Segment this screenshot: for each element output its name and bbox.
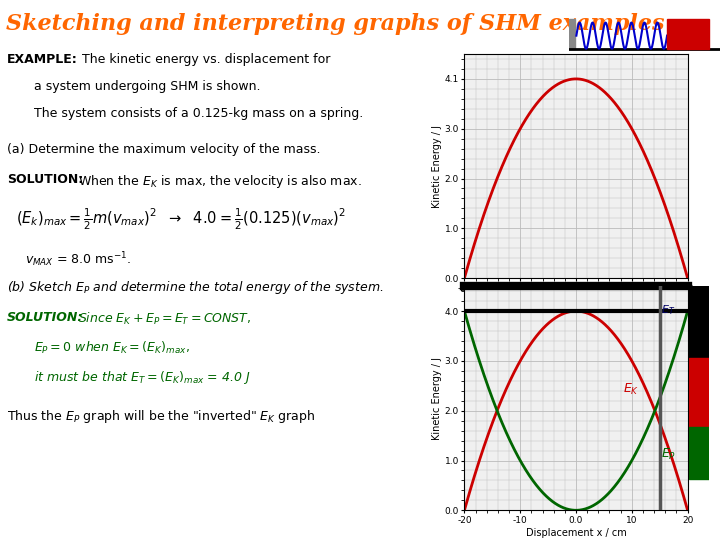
- Y-axis label: Kinetic Energy / J: Kinetic Energy / J: [432, 125, 441, 207]
- Text: When the $E_K$ is max, the velocity is also max.: When the $E_K$ is max, the velocity is a…: [78, 172, 361, 190]
- Text: $E_P$: $E_P$: [661, 447, 676, 462]
- Bar: [689, 358, 709, 427]
- Bar: [667, 19, 709, 49]
- X-axis label: Displacement x / cm: Displacement x / cm: [526, 295, 626, 306]
- Text: $E_T$: $E_T$: [661, 303, 675, 318]
- Text: The kinetic energy vs. displacement for: The kinetic energy vs. displacement for: [78, 53, 330, 66]
- Text: (a) Determine the maximum velocity of the mass.: (a) Determine the maximum velocity of th…: [7, 143, 320, 157]
- Text: $v_{MAX}$ = 8.0 ms$^{-1}$.: $v_{MAX}$ = 8.0 ms$^{-1}$.: [25, 251, 132, 269]
- Text: SOLUTION:: SOLUTION:: [7, 172, 84, 186]
- Text: it must be that $E_T = (E_K)_{max}$ = 4.0 J: it must be that $E_T = (E_K)_{max}$ = 4.…: [35, 369, 251, 386]
- Text: Sketching and interpreting graphs of SHM examples: Sketching and interpreting graphs of SHM…: [6, 14, 665, 35]
- Bar: [569, 19, 575, 49]
- Text: $E_P = 0$ when $E_K = (E_K)_{max},$: $E_P = 0$ when $E_K = (E_K)_{max},$: [35, 340, 190, 356]
- Text: SOLUTION:: SOLUTION:: [7, 311, 84, 324]
- Bar: [689, 427, 709, 479]
- Text: (b) Sketch $E_P$ and determine the total energy of the system.: (b) Sketch $E_P$ and determine the total…: [7, 280, 384, 296]
- Text: $E_K$: $E_K$: [624, 382, 639, 397]
- Text: EXAMPLE:: EXAMPLE:: [7, 53, 78, 66]
- Text: Since $E_K + E_P = E_T = CONST,$: Since $E_K + E_P = E_T = CONST,$: [78, 311, 251, 327]
- Text: a system undergoing SHM is shown.: a system undergoing SHM is shown.: [35, 80, 261, 93]
- Text: The system consists of a 0.125-kg mass on a spring.: The system consists of a 0.125-kg mass o…: [35, 107, 364, 120]
- Text: Thus the $E_P$ graph will be the "inverted" $E_K$ graph: Thus the $E_P$ graph will be the "invert…: [7, 408, 315, 425]
- Bar: [689, 286, 709, 358]
- Y-axis label: Kinetic Energy / J: Kinetic Energy / J: [432, 357, 441, 440]
- X-axis label: Displacement x / cm: Displacement x / cm: [526, 528, 626, 538]
- Text: $(E_k)_{max} = \frac{1}{2}m(v_{max})^2$  $\rightarrow$  $4.0 = \frac{1}{2}(0.125: $(E_k)_{max} = \frac{1}{2}m(v_{max})^2$ …: [17, 206, 346, 232]
